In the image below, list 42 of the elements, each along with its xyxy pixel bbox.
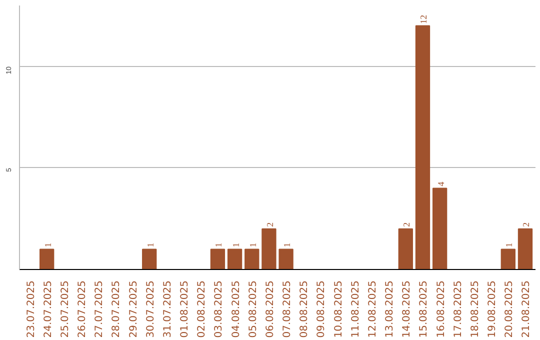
x-tick-label: 31.07.2025: [162, 280, 174, 338]
x-tick-label: 14.08.2025: [402, 280, 413, 338]
x-tick-label: 27.07.2025: [94, 280, 106, 338]
x-tick-label: 26.07.2025: [77, 280, 88, 338]
x-tick-label: 04.08.2025: [230, 280, 242, 338]
x-tick-label: 30.07.2025: [145, 280, 156, 338]
x-tick-label: 01.08.2025: [180, 280, 191, 338]
x-tick-label: 18.08.2025: [470, 280, 481, 338]
x-tick-label: 19.08.2025: [487, 280, 498, 338]
x-tick-label: 03.08.2025: [214, 280, 225, 338]
data-label: 1: [282, 242, 292, 248]
x-tick-label: 24.07.2025: [42, 280, 54, 338]
data-label: 2: [521, 222, 532, 227]
x-tick-label: 17.08.2025: [452, 280, 464, 338]
x-tick-label: 13.08.2025: [384, 280, 396, 338]
x-tick-label: 12.08.2025: [367, 280, 378, 338]
x-tick-label: 11.08.2025: [350, 280, 362, 338]
x-tick-label: 29.07.2025: [128, 280, 140, 338]
x-tick-label: 20.08.2025: [504, 280, 516, 338]
data-label: 2: [264, 222, 275, 227]
x-tick-label: 10.08.2025: [333, 280, 344, 338]
x-tick-label: 08.08.2025: [299, 280, 310, 338]
data-label: 2: [402, 222, 412, 227]
x-tick-label: 15.08.2025: [418, 280, 430, 338]
data-label: 1: [214, 242, 224, 248]
data-label: 1: [248, 242, 258, 248]
x-tick-label: 21.08.2025: [521, 280, 532, 338]
data-label: 1: [230, 242, 241, 248]
x-tick-label: 28.07.2025: [111, 280, 122, 338]
data-label: 1: [145, 242, 156, 248]
x-tick-label: 23.07.2025: [26, 280, 37, 338]
x-tick-label: 25.07.2025: [60, 280, 71, 338]
data-label: 12: [418, 14, 429, 24]
data-label: 1: [504, 242, 514, 248]
x-tick-label: 06.08.2025: [264, 280, 276, 338]
x-tick-label: 07.08.2025: [282, 280, 294, 338]
x-tick-label: 05.08.2025: [248, 280, 259, 338]
x-tick-label: 16.08.2025: [436, 280, 447, 338]
data-label: 4: [436, 181, 446, 186]
data-label: 1: [42, 242, 53, 248]
x-tick-label: 02.08.2025: [196, 280, 208, 338]
x-tick-label: 09.08.2025: [316, 280, 328, 338]
